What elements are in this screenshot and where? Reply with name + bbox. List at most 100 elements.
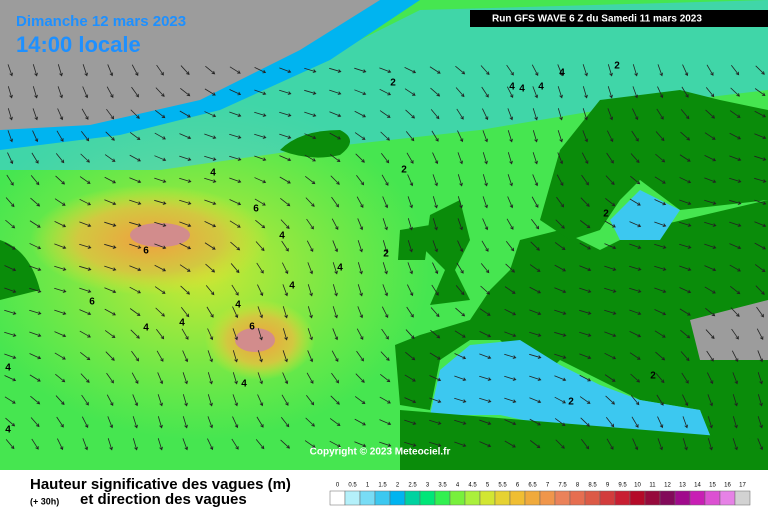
- wave-arrow: [254, 89, 267, 96]
- wave-arrow: [129, 132, 141, 141]
- wave-arrow: [704, 155, 717, 162]
- wave-arrow: [304, 440, 316, 448]
- scale-box: [689, 490, 706, 506]
- wave-arrow: [655, 373, 665, 384]
- wave-arrow: [704, 286, 716, 294]
- wave-arrow: [630, 395, 640, 406]
- wave-arrow: [229, 66, 241, 74]
- contour-label: 2: [614, 61, 620, 72]
- wave-arrow: [307, 262, 314, 275]
- wave-arrow: [55, 153, 65, 164]
- wave-arrow: [331, 372, 340, 384]
- wave-arrow: [404, 397, 417, 404]
- scale-label: 8.5: [588, 483, 597, 489]
- wave-arrow: [56, 416, 64, 428]
- scale-box: [704, 490, 721, 506]
- wave-arrow: [331, 218, 339, 230]
- wave-arrow: [229, 220, 241, 228]
- wave-arrow: [132, 438, 138, 451]
- wave-arrow: [129, 221, 142, 227]
- wave-arrow: [232, 328, 238, 341]
- wave-arrow: [104, 176, 117, 184]
- wave-arrow: [629, 331, 642, 338]
- wave-arrow: [431, 130, 439, 142]
- wave-arrow: [304, 67, 317, 73]
- wave-arrow: [480, 65, 490, 76]
- wave-arrow: [207, 416, 214, 429]
- wave-arrow: [482, 152, 488, 165]
- wave-arrow: [80, 373, 90, 383]
- wave-arrow: [430, 307, 440, 318]
- wave-arrow: [4, 396, 16, 404]
- wave-arrow: [681, 372, 689, 384]
- wave-arrow: [305, 197, 315, 207]
- wave-arrow: [706, 350, 714, 362]
- wave-arrow: [632, 438, 639, 451]
- wave-arrow: [754, 88, 766, 96]
- wave-arrow: [605, 197, 616, 207]
- wave-arrow: [404, 374, 416, 382]
- wave-arrow: [481, 240, 489, 252]
- wave-arrow: [529, 309, 542, 316]
- wave-arrow: [279, 111, 292, 117]
- contour-label: 4: [5, 363, 11, 374]
- wave-arrow: [707, 416, 713, 429]
- wave-arrow: [179, 264, 191, 272]
- wave-arrow: [429, 419, 442, 425]
- wave-arrow: [7, 86, 13, 99]
- wave-arrow: [4, 375, 17, 382]
- scale-label: 4.5: [468, 483, 477, 489]
- wave-arrow: [629, 265, 642, 271]
- wave-arrow: [629, 309, 642, 316]
- wave-arrow: [155, 87, 165, 97]
- wave-arrow: [231, 284, 239, 296]
- wave-arrow: [205, 65, 216, 75]
- wave-arrow: [307, 306, 313, 319]
- wave-arrow: [679, 154, 691, 162]
- wave-arrow: [404, 67, 417, 74]
- wave-arrow: [455, 87, 465, 98]
- wave-arrow: [4, 309, 17, 315]
- scale-box: [404, 490, 421, 506]
- wave-arrow: [582, 64, 588, 77]
- scale-label: 8: [576, 483, 580, 489]
- wave-arrow: [729, 243, 742, 250]
- wave-arrow: [732, 438, 738, 451]
- wave-arrow: [205, 263, 216, 273]
- wave-arrow: [654, 176, 666, 184]
- wave-arrow: [31, 438, 39, 450]
- wave-arrow: [479, 397, 492, 403]
- scale-box: [449, 490, 466, 506]
- wave-arrow: [332, 284, 338, 297]
- contour-label: 6: [89, 297, 95, 308]
- wave-arrow: [30, 197, 41, 207]
- wave-arrow: [504, 397, 517, 403]
- wave-arrow: [531, 64, 539, 77]
- wave-arrow: [82, 438, 89, 451]
- wave-arrow: [654, 287, 667, 293]
- wave-arrow: [4, 287, 17, 293]
- wave-arrow: [657, 64, 663, 77]
- wave-arrow: [257, 350, 263, 363]
- europe: [395, 200, 768, 470]
- wave-arrow: [731, 65, 740, 76]
- scale-box: [494, 490, 511, 506]
- wave-arrow: [204, 221, 217, 228]
- wave-arrow: [704, 199, 717, 205]
- wave-arrow: [106, 86, 114, 98]
- wave-arrow: [204, 111, 217, 118]
- wave-arrow: [304, 154, 316, 162]
- wave-arrow: [229, 133, 242, 139]
- wave-arrow: [280, 439, 290, 449]
- wave-arrow: [357, 262, 363, 275]
- wave-arrow: [729, 110, 741, 118]
- wave-arrow: [204, 199, 217, 206]
- wave-arrow: [457, 174, 463, 187]
- wave-arrow: [182, 438, 189, 451]
- contour-label: 2: [650, 371, 656, 382]
- wave-arrow: [556, 196, 564, 208]
- wave-arrow: [682, 438, 688, 451]
- wave-arrow: [330, 175, 340, 185]
- wave-arrow: [729, 221, 742, 227]
- wave-arrow: [5, 197, 15, 208]
